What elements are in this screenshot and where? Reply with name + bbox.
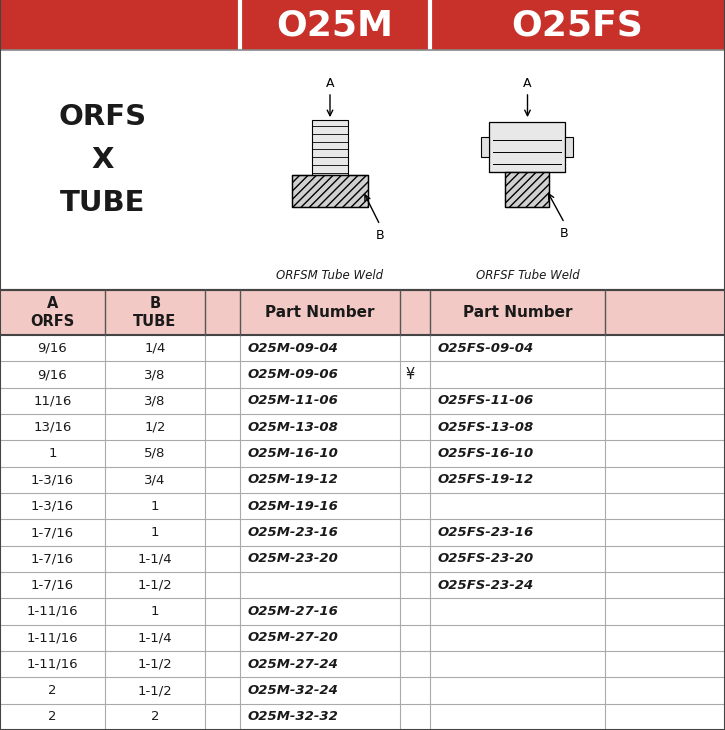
Text: 1-1/2: 1-1/2 [138, 658, 173, 671]
Text: 1: 1 [49, 447, 57, 460]
Text: O25FS-11-06: O25FS-11-06 [438, 394, 534, 407]
Text: 2: 2 [151, 710, 160, 723]
Text: O25FS-16-10: O25FS-16-10 [438, 447, 534, 460]
Bar [292, 175, 368, 207]
Text: 1-7/16: 1-7/16 [31, 526, 74, 539]
Text: O25M-23-20: O25M-23-20 [248, 553, 339, 565]
Text: O25M-32-32: O25M-32-32 [248, 710, 339, 723]
Text: 1-1/4: 1-1/4 [138, 553, 173, 565]
Text: ORFSM Tube Weld: ORFSM Tube Weld [276, 269, 384, 282]
Text: 2: 2 [49, 710, 57, 723]
Bar [566, 137, 573, 157]
Text: A: A [523, 77, 531, 90]
Bar [312, 120, 348, 175]
Text: 1-11/16: 1-11/16 [27, 631, 78, 645]
Text: O25M-19-16: O25M-19-16 [248, 499, 339, 512]
Text: 1-1/2: 1-1/2 [138, 684, 173, 697]
Text: B: B [560, 227, 569, 240]
Text: O25FS-13-08: O25FS-13-08 [438, 420, 534, 434]
Text: 1-7/16: 1-7/16 [31, 553, 74, 565]
Text: 1-3/16: 1-3/16 [31, 499, 74, 512]
Text: O25FS-23-24: O25FS-23-24 [438, 579, 534, 592]
Text: 1/4: 1/4 [144, 342, 166, 355]
Text: O25M-27-20: O25M-27-20 [248, 631, 339, 645]
Text: 13/16: 13/16 [33, 420, 72, 434]
Text: O25M-27-24: O25M-27-24 [248, 658, 339, 671]
Text: 9/16: 9/16 [38, 368, 67, 381]
Text: 1-1/2: 1-1/2 [138, 579, 173, 592]
Text: 2: 2 [49, 684, 57, 697]
Text: ORFS
X
TUBE: ORFS X TUBE [59, 103, 146, 218]
Text: 1-11/16: 1-11/16 [27, 658, 78, 671]
Bar [505, 172, 550, 207]
Text: ¥: ¥ [405, 367, 414, 382]
Bar [430, 0, 725, 50]
Text: O25FS-23-20: O25FS-23-20 [438, 553, 534, 565]
Bar [240, 0, 430, 50]
Bar [0, 50, 725, 290]
Bar [505, 172, 550, 207]
Text: O25M-19-12: O25M-19-12 [248, 473, 339, 486]
Bar [430, 290, 605, 335]
Bar [292, 175, 368, 207]
Text: 3/8: 3/8 [144, 368, 166, 381]
Text: 1/2: 1/2 [144, 420, 166, 434]
Text: 1: 1 [151, 605, 160, 618]
Text: O25FS: O25FS [512, 8, 643, 42]
Text: O25M: O25M [276, 8, 394, 42]
Text: O25M-09-06: O25M-09-06 [248, 368, 339, 381]
Bar [400, 290, 430, 335]
Bar [0, 0, 240, 50]
Text: O25FS-09-04: O25FS-09-04 [438, 342, 534, 355]
Text: Part Number: Part Number [265, 305, 375, 320]
Bar [240, 290, 400, 335]
Text: O25M-23-16: O25M-23-16 [248, 526, 339, 539]
Text: 5/8: 5/8 [144, 447, 166, 460]
Text: 1: 1 [151, 499, 160, 512]
Text: O25M-13-08: O25M-13-08 [248, 420, 339, 434]
Text: O25FS-19-12: O25FS-19-12 [438, 473, 534, 486]
Bar [205, 290, 240, 335]
Text: 1-7/16: 1-7/16 [31, 579, 74, 592]
Text: 1-1/4: 1-1/4 [138, 631, 173, 645]
Text: O25M-09-04: O25M-09-04 [248, 342, 339, 355]
Bar [0, 290, 205, 335]
Text: B
TUBE: B TUBE [133, 296, 177, 329]
Bar [605, 290, 725, 335]
Text: 9/16: 9/16 [38, 342, 67, 355]
Text: O25M-32-24: O25M-32-24 [248, 684, 339, 697]
Text: 11/16: 11/16 [33, 394, 72, 407]
Text: 1-11/16: 1-11/16 [27, 605, 78, 618]
Text: A
ORFS: A ORFS [30, 296, 75, 329]
Text: O25FS-23-16: O25FS-23-16 [438, 526, 534, 539]
Text: A: A [326, 77, 334, 90]
Bar [481, 137, 489, 157]
Text: 3/4: 3/4 [144, 473, 166, 486]
Text: O25M-16-10: O25M-16-10 [248, 447, 339, 460]
Text: 1-3/16: 1-3/16 [31, 473, 74, 486]
Text: ORFSF Tube Weld: ORFSF Tube Weld [476, 269, 579, 282]
Text: B: B [376, 229, 384, 242]
Bar [489, 122, 566, 172]
Text: O25M-27-16: O25M-27-16 [248, 605, 339, 618]
Text: 1: 1 [151, 526, 160, 539]
Text: O25M-11-06: O25M-11-06 [248, 394, 339, 407]
Text: Part Number: Part Number [463, 305, 572, 320]
Text: 3/8: 3/8 [144, 394, 166, 407]
